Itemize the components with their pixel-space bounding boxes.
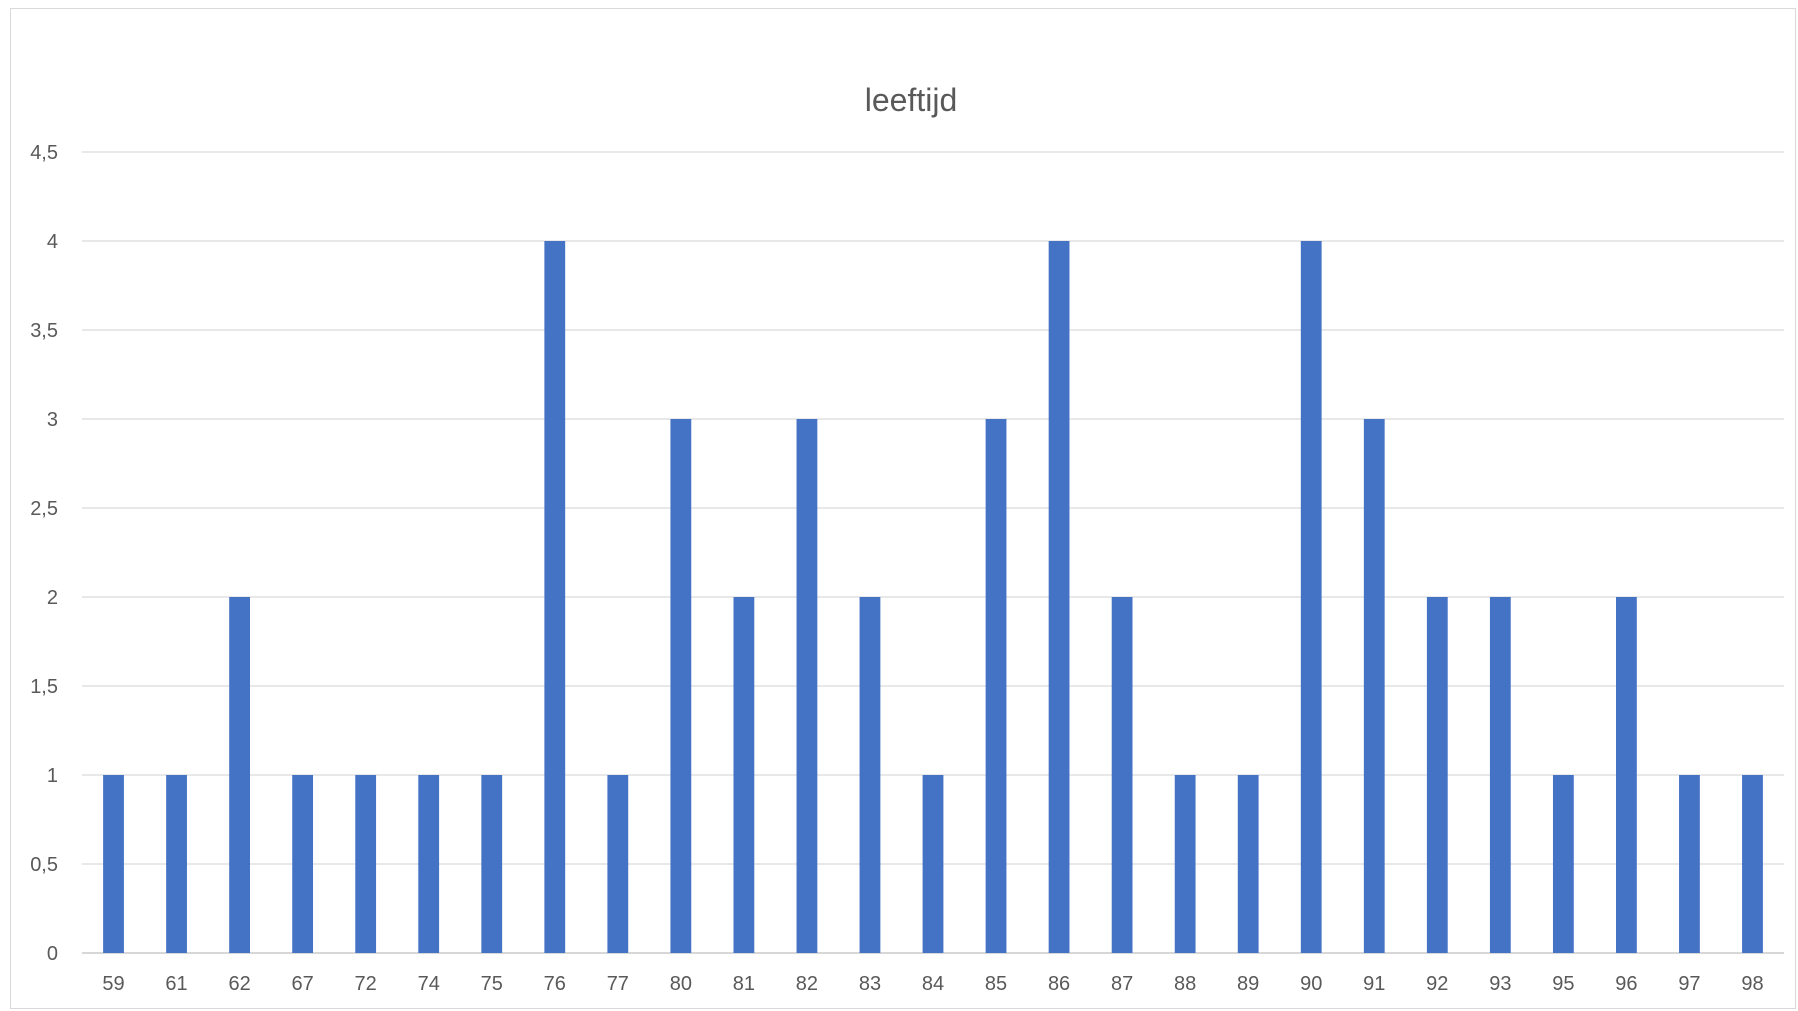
- x-tick-label: 77: [607, 973, 629, 995]
- x-tick-label: 92: [1426, 973, 1448, 995]
- bar: [733, 597, 755, 953]
- y-tick-label: 0,5: [30, 854, 58, 876]
- bar: [1426, 597, 1448, 953]
- bar: [544, 241, 566, 953]
- x-tick-label: 91: [1363, 973, 1385, 995]
- x-tick-label: 90: [1300, 973, 1322, 995]
- x-tick-label: 95: [1552, 973, 1574, 995]
- x-tick-label: 74: [418, 973, 440, 995]
- bar: [1111, 597, 1133, 953]
- x-tick-label: 83: [859, 973, 881, 995]
- bar: [1742, 775, 1763, 953]
- x-tick-label: 88: [1174, 973, 1196, 995]
- bars: [103, 241, 1763, 953]
- bar: [922, 775, 944, 953]
- bar: [985, 419, 1007, 953]
- bar: [796, 419, 818, 953]
- bar: [1679, 775, 1700, 953]
- y-tick-label: 0: [47, 943, 58, 965]
- y-tick-label: 4: [47, 231, 58, 253]
- x-tick-label: 72: [355, 973, 377, 995]
- x-tick-label: 85: [985, 973, 1007, 995]
- x-tick-label: 86: [1048, 973, 1070, 995]
- x-axis-ticks: 59 61 62 67 72 74 75 76 77 80 81 82 83 84 85 86 87 88 89 90…: [102, 973, 1763, 995]
- x-tick-label: 75: [481, 973, 503, 995]
- x-tick-label: 96: [1615, 973, 1637, 995]
- y-axis-ticks: 0 0,5 1 1,5 2 2,5 3 3,5 4 4,5: [30, 142, 58, 965]
- y-tick-label: 1: [47, 765, 58, 787]
- y-tick-label: 1,5: [30, 676, 58, 698]
- bar: [1616, 597, 1637, 953]
- x-tick-label: 76: [544, 973, 566, 995]
- y-tick-label: 3: [47, 409, 58, 431]
- bar: [1048, 241, 1070, 953]
- y-tick-label: 2: [47, 587, 58, 609]
- y-tick-label: 3,5: [30, 320, 58, 342]
- x-tick-label: 59: [102, 973, 124, 995]
- bar: [1237, 775, 1259, 953]
- bar: [166, 775, 187, 953]
- bar: [859, 597, 881, 953]
- x-tick-label: 84: [922, 973, 944, 995]
- bar: [607, 775, 629, 953]
- bar: [103, 775, 124, 953]
- y-tick-label: 4,5: [30, 142, 58, 164]
- bar: [229, 597, 250, 953]
- bar: [292, 775, 314, 953]
- x-tick-label: 97: [1678, 973, 1700, 995]
- bar: [1300, 241, 1322, 953]
- bar: [355, 775, 377, 953]
- bar: [1174, 775, 1196, 953]
- x-tick-label: 80: [670, 973, 692, 995]
- chart-title: leeftijd: [865, 82, 958, 118]
- x-tick-label: 81: [733, 973, 755, 995]
- bar: [481, 775, 503, 953]
- x-tick-label: 67: [292, 973, 314, 995]
- x-tick-label: 98: [1741, 973, 1763, 995]
- x-tick-label: 82: [796, 973, 818, 995]
- x-tick-label: 89: [1237, 973, 1259, 995]
- x-tick-label: 93: [1489, 973, 1511, 995]
- x-tick-label: 62: [228, 973, 250, 995]
- bar: [1363, 419, 1385, 953]
- bar: [1552, 775, 1574, 953]
- x-tick-label: 61: [165, 973, 187, 995]
- bar: [1489, 597, 1511, 953]
- bar: [418, 775, 440, 953]
- y-tick-label: 2,5: [30, 498, 58, 520]
- bar: [670, 419, 692, 953]
- x-tick-label: 87: [1111, 973, 1133, 995]
